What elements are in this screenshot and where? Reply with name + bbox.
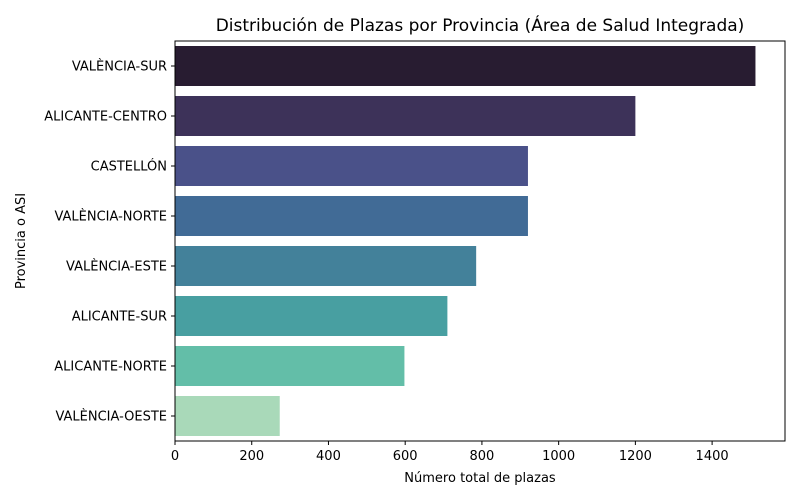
y-tick-label: VALÈNCIA-ESTE <box>66 259 167 275</box>
axes-layer: VALÈNCIA-SUR ALICANTE-CENTRO CASTELLÓN VALÈ… <box>44 40 786 464</box>
bar <box>175 146 528 186</box>
x-tick-label: 600 <box>393 449 418 464</box>
x-axis-label: Número total de plazas <box>404 471 556 486</box>
plot-frame <box>174 40 786 442</box>
bar <box>175 96 636 136</box>
y-axis-label: Provincia o ASI <box>14 193 29 289</box>
y-tick-label: ALICANTE-CENTRO <box>44 110 167 125</box>
bar <box>175 46 756 86</box>
x-tick-label: 1200 <box>619 449 652 464</box>
bars-layer <box>175 46 756 436</box>
bar <box>175 396 280 436</box>
y-tick-label: VALÈNCIA-OESTE <box>55 409 167 425</box>
x-tick-label: 200 <box>239 449 264 464</box>
y-tick-label: VALÈNCIA-NORTE <box>54 209 167 225</box>
bar <box>175 246 477 286</box>
y-tick-label: CASTELLÓN <box>91 159 167 175</box>
x-tick-label: 1000 <box>542 449 575 464</box>
bar <box>175 346 405 386</box>
y-tick-label: VALÈNCIA-SUR <box>72 59 167 75</box>
bar <box>175 196 528 236</box>
y-tick-label: ALICANTE-SUR <box>72 310 167 325</box>
y-tick-label: ALICANTE-NORTE <box>54 360 167 375</box>
x-tick-label: 800 <box>470 449 495 464</box>
x-tick-label: 400 <box>316 449 341 464</box>
bar <box>175 296 448 336</box>
x-tick-label: 1400 <box>696 449 729 464</box>
x-tick-label: 0 <box>171 449 179 464</box>
chart-title: Distribución de Plazas por Provincia (Ár… <box>216 14 745 36</box>
